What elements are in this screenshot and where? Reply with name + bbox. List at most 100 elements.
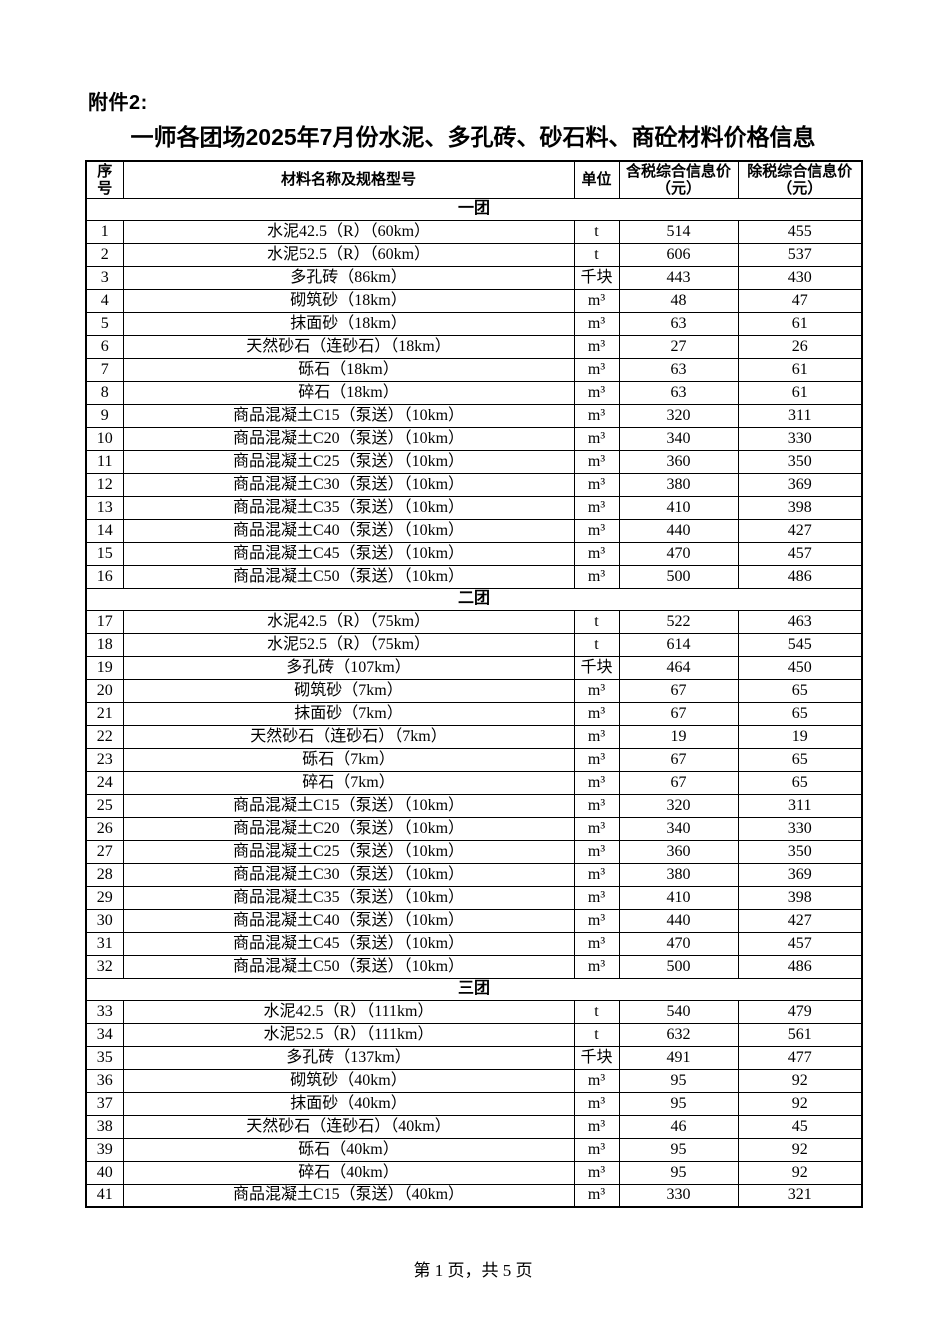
cell-name: 天然砂石（连砂石）（40km）	[122, 1114, 575, 1139]
cell-name: 商品混凝土C50（泵送）（10km）	[122, 954, 575, 979]
cell-no: 38	[85, 1114, 124, 1139]
cell-no: 26	[85, 816, 124, 841]
section-row: 三团	[85, 977, 863, 1001]
cell-name: 商品混凝土C15（泵送）（10km）	[122, 403, 575, 428]
cell-name: 水泥52.5（R）（75km）	[122, 632, 575, 657]
cell-no: 4	[85, 288, 124, 313]
cell-no: 36	[85, 1068, 124, 1093]
cell-unit: m³	[573, 357, 620, 382]
cell-name: 商品混凝土C15（泵送）（40km）	[122, 1183, 575, 1208]
cell-name: 商品混凝土C25（泵送）（10km）	[122, 839, 575, 864]
cell-tax-excl: 311	[737, 793, 863, 818]
cell-tax-excl: 92	[737, 1160, 863, 1185]
cell-tax-incl: 360	[618, 839, 739, 864]
page-footer: 第 1 页，共 5 页	[413, 1261, 533, 1280]
cell-unit: m³	[573, 380, 620, 405]
cell-name: 砾石（18km）	[122, 357, 575, 382]
table-row: 30 商品混凝土C40（泵送）（10km） m³ 440 427	[85, 908, 863, 933]
table-row: 23 砾石（7km） m³ 67 65	[85, 747, 863, 772]
cell-unit: t	[573, 242, 620, 267]
cell-tax-incl: 380	[618, 472, 739, 497]
cell-name: 碎石（40km）	[122, 1160, 575, 1185]
cell-name: 商品混凝土C30（泵送）（10km）	[122, 472, 575, 497]
cell-name: 水泥42.5（R）（75km）	[122, 609, 575, 634]
cell-unit: m³	[573, 908, 620, 933]
page-title: 一师各团场2025年7月份水泥、多孔砖、砂石料、商砼材料价格信息	[130, 124, 816, 150]
section-row: 二团	[85, 587, 863, 611]
col-header-no: 序 号	[85, 160, 124, 199]
table-row: 18 水泥52.5（R）（75km） t 614 545	[85, 632, 863, 657]
price-table: 序 号 材料名称及规格型号 单位 含税综合信息价（元） 除税综合信息价（元） 一…	[85, 160, 863, 1208]
table-row: 40 碎石（40km） m³ 95 92	[85, 1160, 863, 1185]
cell-name: 商品混凝土C15（泵送）（10km）	[122, 793, 575, 818]
table-row: 10 商品混凝土C20（泵送）（10km） m³ 340 330	[85, 426, 863, 451]
cell-no: 28	[85, 862, 124, 887]
cell-unit: t	[573, 632, 620, 657]
cell-name: 碎石（18km）	[122, 380, 575, 405]
cell-tax-incl: 410	[618, 885, 739, 910]
cell-unit: 千块	[573, 655, 620, 680]
table-row: 8 碎石（18km） m³ 63 61	[85, 380, 863, 405]
cell-no: 20	[85, 678, 124, 703]
cell-tax-excl: 65	[737, 678, 863, 703]
cell-tax-incl: 320	[618, 793, 739, 818]
cell-name: 商品混凝土C45（泵送）（10km）	[122, 541, 575, 566]
cell-no: 40	[85, 1160, 124, 1185]
cell-tax-excl: 65	[737, 747, 863, 772]
table-row: 22 天然砂石（连砂石）（7km） m³ 19 19	[85, 724, 863, 749]
table-row: 17 水泥42.5（R）（75km） t 522 463	[85, 609, 863, 634]
section-label: 二团	[85, 587, 863, 611]
table-row: 6 天然砂石（连砂石）（18km） m³ 27 26	[85, 334, 863, 359]
table-row: 36 砌筑砂（40km） m³ 95 92	[85, 1068, 863, 1093]
cell-tax-incl: 19	[618, 724, 739, 749]
cell-no: 8	[85, 380, 124, 405]
cell-tax-incl: 470	[618, 541, 739, 566]
cell-no: 31	[85, 931, 124, 956]
cell-no: 6	[85, 334, 124, 359]
table-row: 24 碎石（7km） m³ 67 65	[85, 770, 863, 795]
cell-tax-incl: 95	[618, 1068, 739, 1093]
cell-tax-excl: 369	[737, 862, 863, 887]
table-row: 12 商品混凝土C30（泵送）（10km） m³ 380 369	[85, 472, 863, 497]
cell-no: 15	[85, 541, 124, 566]
cell-tax-incl: 27	[618, 334, 739, 359]
table-header-row: 序 号 材料名称及规格型号 单位 含税综合信息价（元） 除税综合信息价（元）	[85, 160, 863, 199]
cell-tax-incl: 500	[618, 564, 739, 589]
cell-tax-incl: 95	[618, 1160, 739, 1185]
table-row: 32 商品混凝土C50（泵送）（10km） m³ 500 486	[85, 954, 863, 979]
cell-tax-incl: 67	[618, 678, 739, 703]
cell-no: 41	[85, 1183, 124, 1208]
table-row: 28 商品混凝土C30（泵送）（10km） m³ 380 369	[85, 862, 863, 887]
cell-tax-incl: 606	[618, 242, 739, 267]
cell-tax-excl: 61	[737, 380, 863, 405]
cell-name: 商品混凝土C40（泵送）（10km）	[122, 518, 575, 543]
cell-no: 13	[85, 495, 124, 520]
cell-name: 砌筑砂（40km）	[122, 1068, 575, 1093]
cell-name: 商品混凝土C35（泵送）（10km）	[122, 495, 575, 520]
cell-tax-excl: 369	[737, 472, 863, 497]
cell-no: 7	[85, 357, 124, 382]
cell-no: 29	[85, 885, 124, 910]
cell-tax-excl: 61	[737, 357, 863, 382]
cell-name: 商品混凝土C25（泵送）（10km）	[122, 449, 575, 474]
table-row: 16 商品混凝土C50（泵送）（10km） m³ 500 486	[85, 564, 863, 589]
cell-tax-excl: 92	[737, 1091, 863, 1116]
cell-tax-excl: 457	[737, 931, 863, 956]
cell-name: 砾石（7km）	[122, 747, 575, 772]
cell-no: 3	[85, 265, 124, 290]
cell-tax-excl: 545	[737, 632, 863, 657]
cell-name: 多孔砖（107km）	[122, 655, 575, 680]
cell-tax-excl: 427	[737, 908, 863, 933]
col-header-unit: 单位	[573, 160, 620, 199]
cell-no: 23	[85, 747, 124, 772]
cell-tax-incl: 48	[618, 288, 739, 313]
cell-unit: m³	[573, 1091, 620, 1116]
cell-name: 抹面砂（40km）	[122, 1091, 575, 1116]
cell-unit: m³	[573, 1160, 620, 1185]
cell-tax-incl: 464	[618, 655, 739, 680]
cell-tax-incl: 522	[618, 609, 739, 634]
cell-name: 商品混凝土C45（泵送）（10km）	[122, 931, 575, 956]
table-row: 35 多孔砖（137km） 千块 491 477	[85, 1045, 863, 1070]
cell-tax-excl: 26	[737, 334, 863, 359]
